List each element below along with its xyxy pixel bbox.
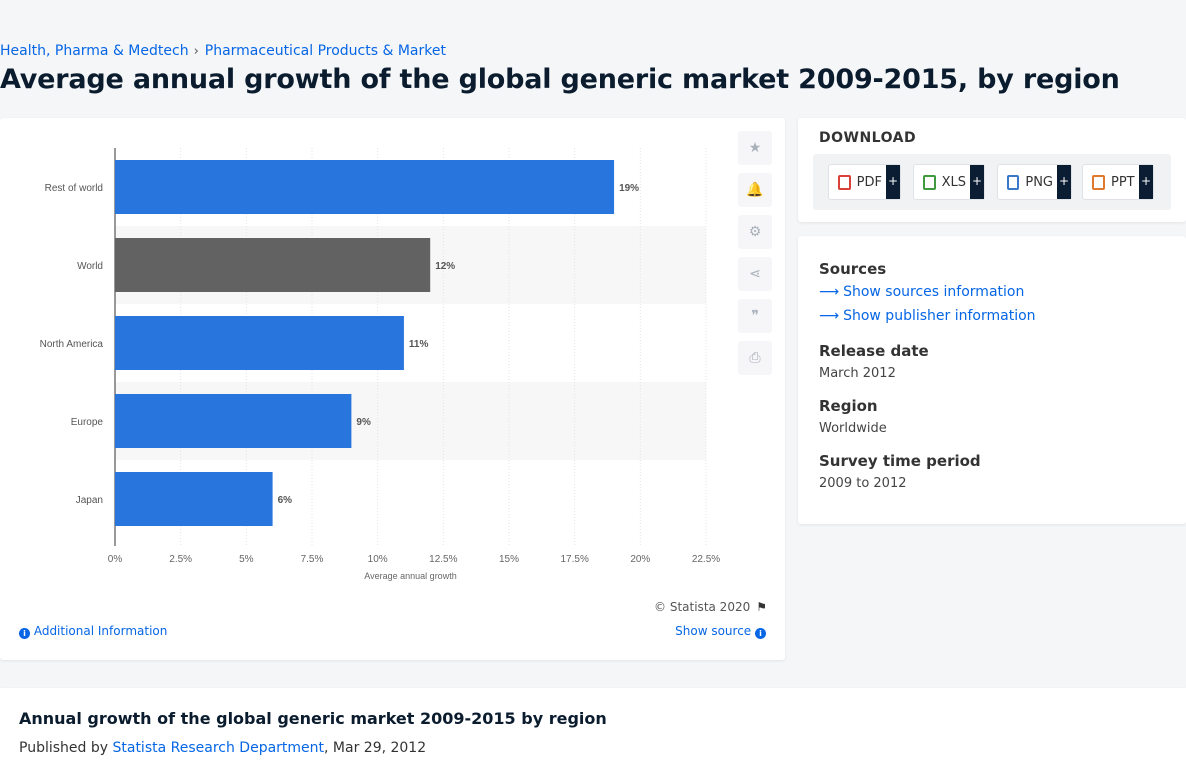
show-sources-link[interactable]: ⟶ Show sources information xyxy=(819,284,1024,300)
data-label: 6% xyxy=(278,495,293,506)
published-by-label: Published by xyxy=(19,740,109,756)
plus-icon[interactable]: + xyxy=(886,165,900,199)
breadcrumb: Health, Pharma & Medtech › Pharmaceutical … xyxy=(0,43,446,59)
star-button[interactable]: ★ xyxy=(738,131,772,165)
quote-icon: ❞ xyxy=(751,308,759,324)
x-tick-label: 12.5% xyxy=(429,554,457,565)
x-tick-label: 22.5% xyxy=(692,554,720,565)
release-date-value: March 2012 xyxy=(819,366,896,381)
download-png-button[interactable]: PNG + xyxy=(997,164,1072,200)
data-label: 9% xyxy=(356,417,371,428)
download-xls-button[interactable]: XLS + xyxy=(913,164,985,200)
show-publisher-label: Show publisher information xyxy=(843,308,1036,324)
download-png-label: PNG xyxy=(1025,174,1053,190)
print-button[interactable]: ⎙ xyxy=(738,341,772,375)
breadcrumb-item-health[interactable]: Health, Pharma & Medtech xyxy=(0,43,189,59)
category-label: Rest of world xyxy=(45,183,103,194)
bar-europe xyxy=(115,394,352,448)
png-file-icon xyxy=(1007,174,1020,190)
category-label: Japan xyxy=(76,495,103,506)
survey-period-value: 2009 to 2012 xyxy=(819,476,907,491)
data-label: 12% xyxy=(435,261,455,272)
x-tick-label: 15% xyxy=(499,554,519,565)
data-label: 19% xyxy=(619,183,639,194)
bar-north-america xyxy=(115,316,404,370)
x-tick-label: 10% xyxy=(368,554,388,565)
x-axis-title: Average annual growth xyxy=(364,571,456,581)
bell-button[interactable]: 🔔 xyxy=(738,173,772,207)
plus-icon[interactable]: + xyxy=(970,165,984,199)
download-ppt-button[interactable]: PPT + xyxy=(1082,164,1154,200)
download-xls-label: XLS xyxy=(941,174,966,190)
publish-date: , Mar 29, 2012 xyxy=(324,740,427,756)
x-tick-label: 5% xyxy=(239,554,254,565)
description-title: Annual growth of the global generic mark… xyxy=(19,709,607,728)
pdf-file-icon xyxy=(838,174,851,190)
info-icon: i xyxy=(755,628,766,639)
share-button[interactable]: ⋖ xyxy=(738,257,772,291)
show-sources-label: Show sources information xyxy=(843,284,1025,300)
quote-button[interactable]: ❞ xyxy=(738,299,772,333)
additional-information-label: Additional Information xyxy=(33,624,168,638)
bar-chart: Rest of world 19% World 12% North America 11%… xyxy=(40,148,720,581)
info-card: Sources ⟶ Show sources information ⟶ Show … xyxy=(798,236,1186,524)
share-icon: ⋖ xyxy=(749,266,761,282)
show-publisher-link[interactable]: ⟶ Show publisher information xyxy=(819,308,1036,324)
region-heading: Region xyxy=(819,397,878,415)
download-buttons: PDF + XLS + PNG + PPT + xyxy=(813,154,1171,210)
bar-world xyxy=(115,238,431,292)
copyright-text: © Statista 2020 xyxy=(654,600,751,614)
plus-icon[interactable]: + xyxy=(1139,165,1153,199)
print-icon: ⎙ xyxy=(749,350,761,366)
survey-period-heading: Survey time period xyxy=(819,452,981,470)
breadcrumb-separator: › xyxy=(193,44,199,59)
breadcrumb-item-pharma[interactable]: Pharmaceutical Products & Market xyxy=(204,43,446,59)
description-card: Annual growth of the global generic mark… xyxy=(0,688,1186,778)
category-label: Europe xyxy=(71,417,104,428)
x-tick-label: 7.5% xyxy=(301,554,324,565)
additional-information-link[interactable]: i Additional Information xyxy=(19,624,167,639)
bar-japan xyxy=(115,472,273,526)
xls-file-icon xyxy=(923,174,936,190)
ppt-file-icon xyxy=(1092,174,1105,190)
flag-icon[interactable]: ⚑ xyxy=(756,600,767,614)
data-label: 11% xyxy=(409,339,429,350)
bar-rest-of-world xyxy=(115,160,615,214)
x-tick-label: 2.5% xyxy=(169,554,192,565)
sources-heading: Sources xyxy=(819,260,887,278)
download-pdf-button[interactable]: PDF + xyxy=(828,164,901,200)
region-value: Worldwide xyxy=(819,421,887,436)
publisher-link[interactable]: Statista Research Department xyxy=(112,740,325,756)
release-date-heading: Release date xyxy=(819,342,929,360)
gear-button[interactable]: ⚙ xyxy=(738,215,772,249)
arrow-right-icon: ⟶ xyxy=(819,308,840,324)
download-ppt-label: PPT xyxy=(1111,174,1135,190)
download-title: DOWNLOAD xyxy=(819,130,917,146)
category-label: North America xyxy=(40,339,104,350)
x-tick-label: 20% xyxy=(630,554,650,565)
bell-icon: 🔔 xyxy=(746,182,764,198)
copyright: © Statista 2020 ⚑ xyxy=(654,600,767,614)
gear-icon: ⚙ xyxy=(748,224,762,240)
published-by: Published by Statista Research Departmen… xyxy=(19,740,426,756)
arrow-right-icon: ⟶ xyxy=(819,284,840,300)
chart-card: Rest of world 19% World 12% North America 11%… xyxy=(0,118,785,660)
star-icon: ★ xyxy=(748,140,762,156)
download-pdf-label: PDF xyxy=(856,174,882,190)
plus-icon[interactable]: + xyxy=(1057,165,1071,199)
show-source-label: Show source xyxy=(675,624,752,638)
show-source-link[interactable]: Show source i xyxy=(675,624,766,639)
download-card: DOWNLOAD PDF + XLS + PNG + PPT + xyxy=(798,118,1186,222)
x-tick-label: 0% xyxy=(108,554,123,565)
x-tick-label: 17.5% xyxy=(560,554,588,565)
page-title: Average annual growth of the global gene… xyxy=(0,64,1120,95)
category-label: World xyxy=(77,261,103,272)
top-bar xyxy=(0,0,1186,36)
info-icon: i xyxy=(19,628,30,639)
